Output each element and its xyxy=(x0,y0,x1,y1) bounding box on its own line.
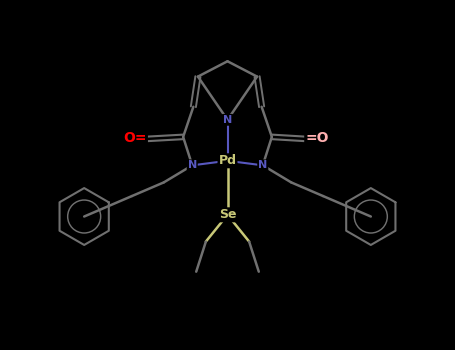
Text: O=: O= xyxy=(124,131,147,145)
Text: =O: =O xyxy=(305,131,329,145)
Text: N: N xyxy=(223,115,232,125)
Text: Pd: Pd xyxy=(218,154,237,167)
Text: N: N xyxy=(258,160,268,170)
Text: Se: Se xyxy=(219,208,236,221)
Text: N: N xyxy=(187,160,197,170)
